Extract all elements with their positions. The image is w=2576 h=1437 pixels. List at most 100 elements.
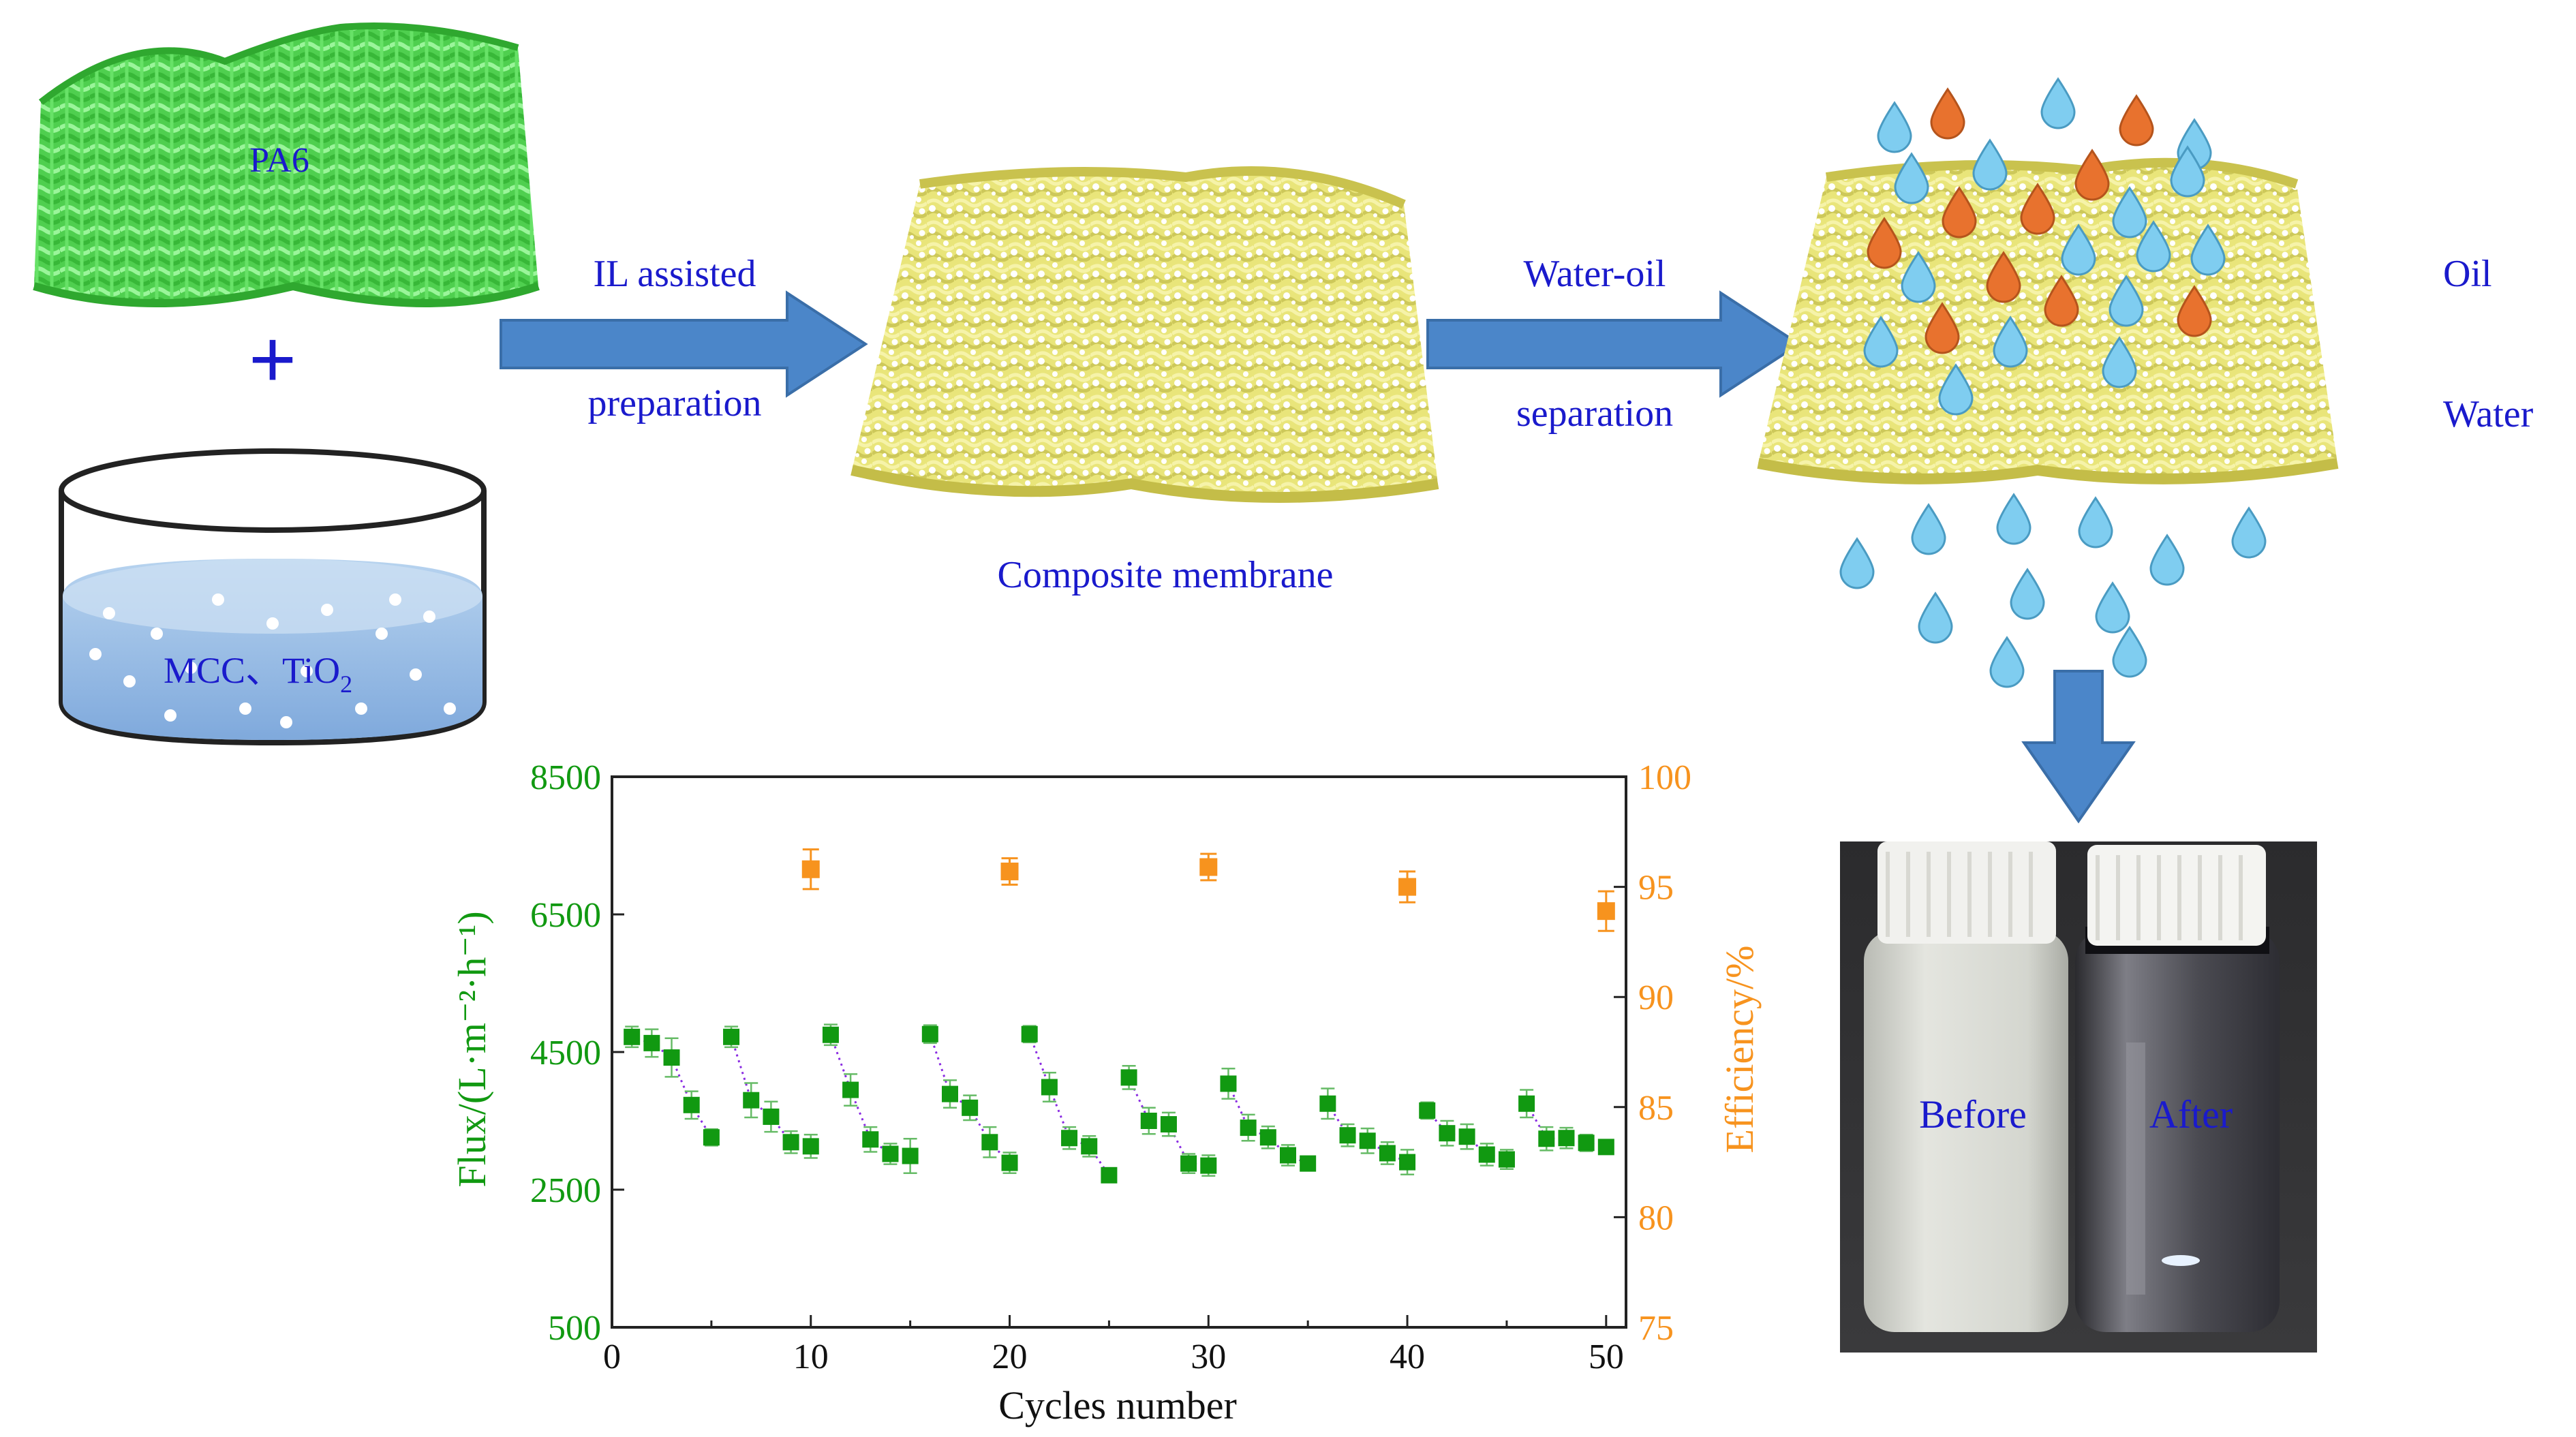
flux-efficiency-chart: 0 10 20 30 40 50 500 2500 4500 6500 8500 75 80 85 90 95… (450, 758, 1762, 1427)
flux-point (723, 1028, 740, 1045)
flux-point (822, 1026, 839, 1043)
y-right-tick-label: 85 (1638, 1089, 1674, 1128)
photo-after-label: After (2149, 1092, 2233, 1137)
particle (410, 668, 422, 681)
particle (444, 702, 456, 715)
y-left-tick-label: 4500 (530, 1034, 601, 1072)
flux-trend-segment (929, 1034, 951, 1095)
efficiency-point (1398, 878, 1417, 896)
droplet-icon (2020, 183, 2055, 235)
flux-point (1379, 1145, 1396, 1162)
efficiency-point (1597, 902, 1615, 921)
flux-point (1359, 1132, 1376, 1149)
x-tick-label: 0 (603, 1338, 621, 1376)
flux-point (1101, 1166, 1118, 1184)
bottle-photo: Before After (1840, 841, 2317, 1353)
flux-point (1220, 1075, 1237, 1092)
composite-membrane-label: Composite membrane (997, 554, 1333, 596)
particle (355, 702, 367, 715)
flux-trend-segment (651, 1042, 673, 1059)
droplet-icon (1996, 493, 2031, 545)
flux-point (1399, 1154, 1416, 1171)
x-axis-label: Cycles number (998, 1383, 1237, 1427)
flux-point (1200, 1157, 1217, 1174)
x-tick-label: 40 (1390, 1338, 1425, 1376)
flux-trend-segment (1267, 1137, 1289, 1156)
arrow1-label-line1: IL assisted (594, 253, 756, 295)
flux-point (643, 1034, 660, 1051)
flux-point (862, 1131, 879, 1148)
flux-point (1140, 1113, 1157, 1129)
droplet-icon (2061, 223, 2096, 276)
x-tick-label: 50 (1589, 1338, 1624, 1376)
particle (123, 675, 136, 687)
droplet-icon (1894, 152, 1929, 204)
composite-membrane (850, 166, 1439, 503)
droplet-icon (1930, 87, 1965, 140)
particle (375, 628, 388, 640)
legend-water: Water (2443, 393, 2534, 435)
flux-point (1180, 1155, 1197, 1172)
flux-point (802, 1138, 819, 1155)
photo-before-label: Before (1919, 1092, 2027, 1137)
legend-oil-label: Oil (2443, 253, 2492, 295)
flux-point (1578, 1134, 1595, 1152)
efficiency-point (1000, 862, 1019, 880)
y-left-tick-label: 500 (548, 1309, 601, 1348)
flux-trend-segment (1466, 1136, 1488, 1156)
y-right-tick-label: 95 (1638, 869, 1674, 908)
particle (212, 593, 224, 606)
flux-point (942, 1085, 958, 1102)
flux-trend-segment (730, 1036, 752, 1101)
y-right-tick-label: 75 (1638, 1309, 1674, 1348)
flux-point (1120, 1069, 1137, 1086)
y-left-tick-label: 8500 (530, 758, 601, 797)
arrow-right-icon (500, 290, 868, 398)
flux-point (1419, 1102, 1436, 1119)
particle (239, 702, 251, 715)
legend-water-label: Water (2443, 393, 2534, 435)
flux-point (921, 1025, 938, 1042)
particle (103, 607, 115, 619)
particle (151, 628, 163, 640)
flux-point (743, 1092, 760, 1109)
flux-point (624, 1028, 641, 1045)
x-tick-label: 10 (793, 1338, 829, 1376)
droplet-icon (2136, 220, 2171, 273)
flux-point (842, 1081, 859, 1098)
flux-point (1061, 1130, 1078, 1147)
droplet-icon (1993, 315, 2028, 368)
droplet-icon (2044, 275, 2079, 327)
flux-trend-segment (849, 1089, 872, 1140)
flux-point (1041, 1079, 1058, 1096)
flux-point (1081, 1138, 1098, 1155)
droplet-icon (1901, 251, 1936, 303)
flux-point (703, 1129, 720, 1146)
flux-point (1498, 1151, 1515, 1168)
droplet-icon (1942, 186, 1977, 238)
legend-oil: Oil (2443, 253, 2492, 295)
flux-point (1240, 1119, 1257, 1137)
x-tick-label: 30 (1191, 1338, 1226, 1376)
particle (301, 665, 313, 677)
y-right-tick-label: 90 (1638, 978, 1674, 1017)
efficiency-point (1199, 858, 1218, 876)
arrow-down-icon (2021, 670, 2136, 824)
plus-icon: + (249, 313, 296, 405)
flux-point (1458, 1128, 1475, 1145)
particle (321, 604, 333, 616)
flux-point (1319, 1095, 1336, 1112)
beaker: MCC、TiO2 (59, 448, 487, 746)
particle (389, 593, 401, 606)
flux-point (1300, 1155, 1317, 1172)
droplet-icon (2109, 275, 2144, 327)
efficiency-point (801, 860, 820, 878)
flux-trend-segment (750, 1099, 772, 1118)
droplet-icon (2119, 94, 2154, 146)
droplet-icon (2102, 336, 2137, 388)
droplet-icon (1986, 251, 2021, 303)
droplet-icon (2231, 506, 2267, 559)
flux-trend-segment (870, 1139, 891, 1155)
flux-trend-segment (671, 1057, 693, 1106)
